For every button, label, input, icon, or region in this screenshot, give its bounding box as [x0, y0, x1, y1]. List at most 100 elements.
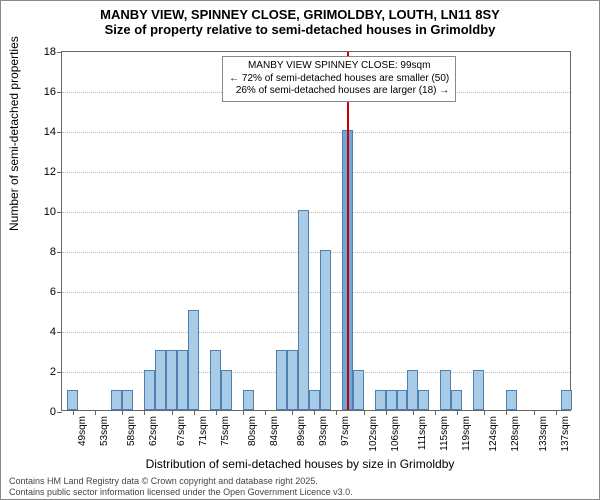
ytick-mark	[57, 412, 62, 413]
annotation-line1: MANBY VIEW SPINNEY CLOSE: 99sqm	[229, 60, 449, 73]
ytick-mark	[57, 212, 62, 213]
annotation-box: MANBY VIEW SPINNEY CLOSE: 99sqm ← 72% of…	[222, 56, 456, 102]
histogram-bar	[407, 370, 418, 410]
histogram-bar	[440, 370, 451, 410]
ytick-mark	[57, 252, 62, 253]
title-sub: Size of property relative to semi-detach…	[1, 22, 599, 37]
ytick-label: 8	[50, 246, 56, 258]
xtick-mark	[314, 410, 315, 415]
gridline	[62, 372, 570, 373]
histogram-bar	[309, 390, 320, 410]
xtick-mark	[364, 410, 365, 415]
histogram-bar	[276, 350, 287, 410]
histogram-bar	[506, 390, 517, 410]
ytick-mark	[57, 332, 62, 333]
histogram-bar	[298, 210, 309, 410]
plot-area: 02468101214161849sqm53sqm58sqm62sqm67sqm…	[61, 51, 571, 411]
xtick-mark	[194, 410, 195, 415]
xtick-label: 49sqm	[77, 416, 88, 446]
gridline	[62, 132, 570, 133]
xtick-label: 137sqm	[560, 416, 571, 452]
attribution-footer: Contains HM Land Registry data © Crown c…	[9, 476, 353, 497]
histogram-bar	[397, 390, 408, 410]
footer-line2: Contains public sector information licen…	[9, 487, 353, 497]
ytick-mark	[57, 172, 62, 173]
title-block: MANBY VIEW, SPINNEY CLOSE, GRIMOLDBY, LO…	[1, 1, 599, 37]
ytick-mark	[57, 52, 62, 53]
xtick-mark	[435, 410, 436, 415]
histogram-bar	[287, 350, 298, 410]
xtick-label: 58sqm	[126, 416, 137, 446]
xtick-label: 62sqm	[148, 416, 159, 446]
histogram-bar	[386, 390, 397, 410]
histogram-bar	[166, 350, 177, 410]
xtick-mark	[484, 410, 485, 415]
xtick-mark	[534, 410, 535, 415]
title-main: MANBY VIEW, SPINNEY CLOSE, GRIMOLDBY, LO…	[1, 7, 599, 22]
histogram-bar	[353, 370, 364, 410]
xtick-label: 128sqm	[510, 416, 521, 452]
xtick-label: 75sqm	[220, 416, 231, 446]
xtick-label: 106sqm	[390, 416, 401, 452]
ytick-label: 2	[50, 366, 56, 378]
xtick-mark	[172, 410, 173, 415]
ytick-mark	[57, 92, 62, 93]
annotation-line2: ← 72% of semi-detached houses are smalle…	[229, 73, 449, 86]
histogram-bar	[177, 350, 188, 410]
histogram-bar	[221, 370, 232, 410]
xtick-label: 71sqm	[198, 416, 209, 446]
histogram-bar	[122, 390, 133, 410]
xtick-mark	[457, 410, 458, 415]
xtick-label: 111sqm	[417, 416, 428, 450]
xtick-label: 97sqm	[340, 416, 351, 446]
histogram-bar	[473, 370, 484, 410]
xtick-label: 67sqm	[176, 416, 187, 446]
histogram-bar	[144, 370, 155, 410]
xtick-mark	[336, 410, 337, 415]
ytick-label: 6	[50, 286, 56, 298]
xtick-label: 124sqm	[488, 416, 499, 452]
gridline	[62, 252, 570, 253]
histogram-bar	[243, 390, 254, 410]
histogram-bar	[418, 390, 429, 410]
xtick-mark	[386, 410, 387, 415]
xtick-mark	[122, 410, 123, 415]
reference-line	[347, 52, 349, 410]
xtick-mark	[95, 410, 96, 415]
xtick-label: 53sqm	[99, 416, 110, 446]
histogram-bar	[451, 390, 462, 410]
x-axis-label: Distribution of semi-detached houses by …	[1, 457, 599, 471]
xtick-label: 80sqm	[247, 416, 258, 446]
gridline	[62, 332, 570, 333]
gridline	[62, 212, 570, 213]
ytick-label: 16	[44, 86, 56, 98]
annotation-line3: 26% of semi-detached houses are larger (…	[229, 85, 449, 98]
histogram-bar	[561, 390, 572, 410]
xtick-mark	[216, 410, 217, 415]
histogram-bar	[67, 390, 78, 410]
xtick-label: 133sqm	[538, 416, 549, 452]
histogram-bar	[320, 250, 331, 410]
xtick-label: 84sqm	[269, 416, 280, 446]
histogram-bar	[375, 390, 386, 410]
xtick-mark	[73, 410, 74, 415]
xtick-label: 89sqm	[296, 416, 307, 446]
xtick-mark	[144, 410, 145, 415]
ytick-label: 12	[44, 166, 56, 178]
ytick-label: 0	[50, 406, 56, 418]
ytick-label: 18	[44, 46, 56, 58]
ytick-label: 10	[44, 206, 56, 218]
xtick-mark	[265, 410, 266, 415]
xtick-label: 102sqm	[368, 416, 379, 452]
gridline	[62, 292, 570, 293]
ytick-label: 14	[44, 126, 56, 138]
xtick-label: 93sqm	[318, 416, 329, 446]
y-axis-label: Number of semi-detached properties	[7, 36, 21, 231]
gridline	[62, 172, 570, 173]
footer-line1: Contains HM Land Registry data © Crown c…	[9, 476, 353, 486]
xtick-mark	[243, 410, 244, 415]
xtick-mark	[556, 410, 557, 415]
ytick-label: 4	[50, 326, 56, 338]
ytick-mark	[57, 132, 62, 133]
xtick-label: 115sqm	[439, 416, 450, 451]
